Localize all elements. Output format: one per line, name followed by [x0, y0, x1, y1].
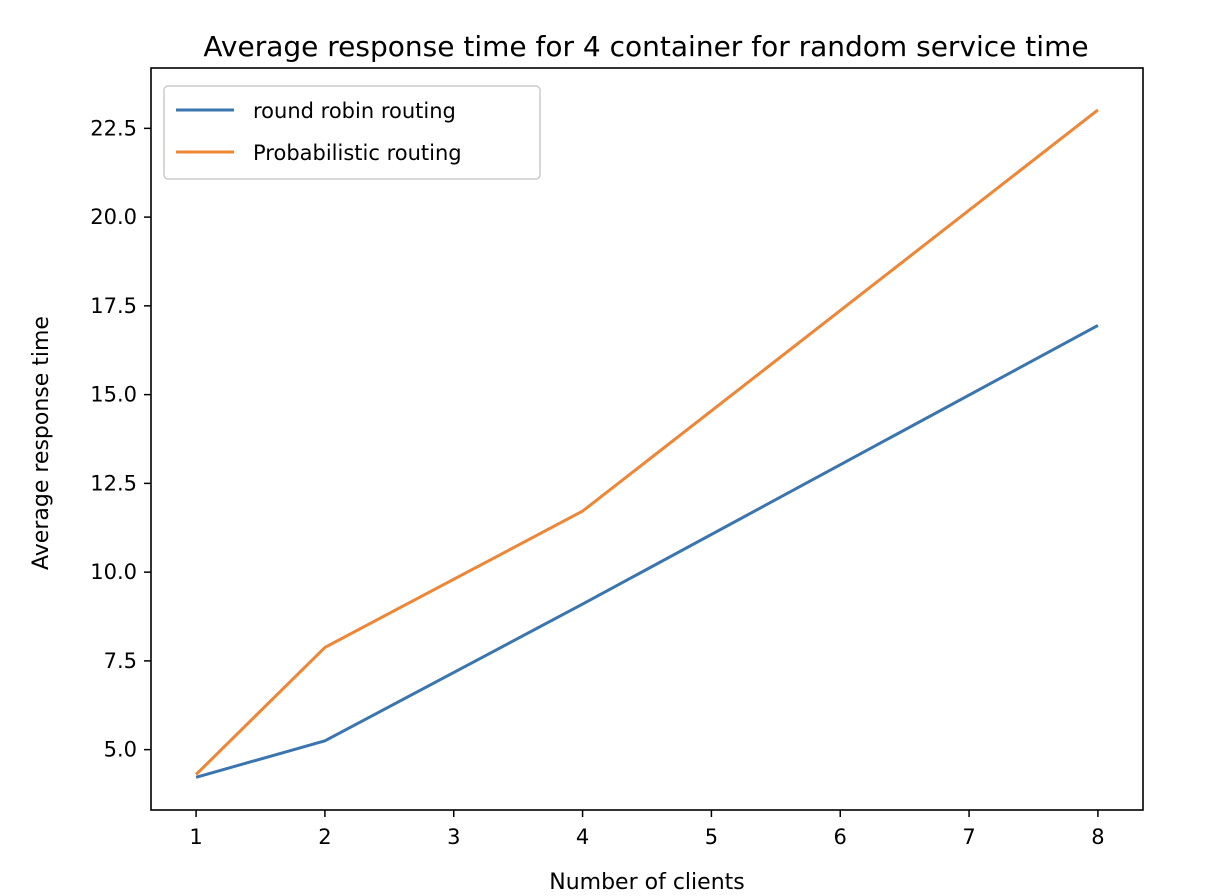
- x-axis-label: Number of clients: [549, 870, 744, 895]
- legend: round robin routing Probabilistic routin…: [163, 85, 541, 180]
- y-axis-label: Average response time: [29, 316, 54, 570]
- y-tick-label: 7.5: [104, 649, 137, 673]
- x-tick-label: 1: [189, 825, 202, 849]
- series-line-round-robin: [195, 324, 1099, 779]
- legend-box: [163, 85, 541, 180]
- x-tick-label: 4: [576, 825, 589, 849]
- x-tick-label: 6: [834, 825, 847, 849]
- y-axis: 5.0 7.5 10.0 12.5 15.0 17.5 20.0 22.5: [90, 116, 151, 762]
- y-tick-label: 12.5: [90, 471, 137, 495]
- x-tick-label: 7: [962, 825, 975, 849]
- x-tick-label: 3: [447, 825, 460, 849]
- series-lines: [195, 108, 1099, 779]
- legend-label-round-robin: round robin routing: [253, 99, 456, 123]
- legend-label-probabilistic: Probabilistic routing: [253, 141, 462, 165]
- y-tick-label: 5.0: [104, 738, 137, 762]
- y-tick-label: 17.5: [90, 294, 137, 318]
- x-tick-label: 8: [1091, 825, 1104, 849]
- plot-area: [150, 67, 1144, 811]
- y-tick-label: 20.0: [90, 205, 137, 229]
- series-line-probabilistic: [195, 108, 1099, 776]
- x-axis: 1 2 3 4 5 6 7 8: [189, 810, 1105, 849]
- y-tick-label: 15.0: [90, 383, 137, 407]
- y-tick-label: 10.0: [90, 560, 137, 584]
- x-tick-label: 5: [705, 825, 718, 849]
- chart-title: Average response time for 4 container fo…: [203, 30, 1088, 63]
- y-tick-label: 22.5: [90, 116, 137, 140]
- x-tick-label: 2: [318, 825, 331, 849]
